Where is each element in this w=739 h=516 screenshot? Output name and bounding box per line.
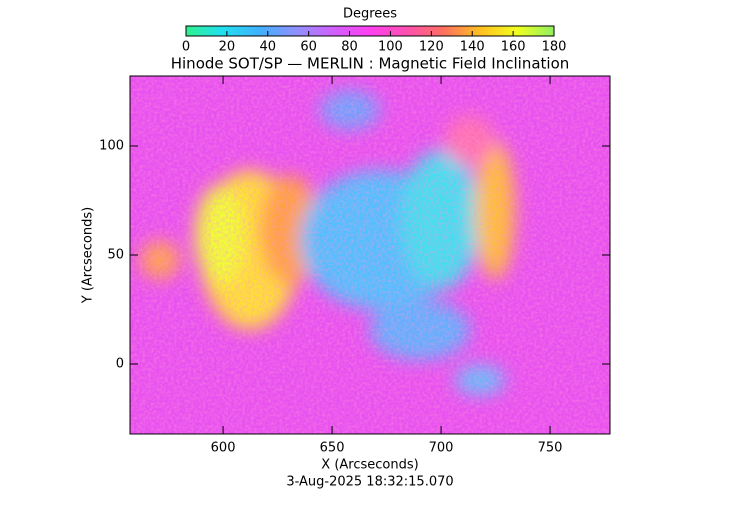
colorbar-tick-label: 0 [182,40,190,55]
y-axis-label: Y (Arcseconds) [81,207,96,304]
colorbar [185,25,555,37]
colorbar-label: Degrees [343,7,397,22]
y-tick-label: 0 [116,357,124,372]
heatmap-image [130,76,610,434]
chart-title: Hinode SOT/SP — MERLIN : Magnetic Field … [171,55,570,73]
timestamp: 3-Aug-2025 18:32:15.070 [286,475,453,490]
x-tick-label: 750 [538,441,563,456]
x-tick-label: 700 [429,441,454,456]
x-tick-label: 600 [211,441,236,456]
x-axis-label: X (Arcseconds) [321,458,418,473]
colorbar-tick-label: 80 [341,40,358,55]
colorbar-tick-label: 20 [219,40,236,55]
colorbar-tick-label: 120 [419,40,444,55]
colorbar-tick-label: 180 [542,40,567,55]
colorbar-tick-label: 60 [300,40,317,55]
x-tick-label: 650 [320,441,345,456]
y-tick-label: 100 [99,138,124,153]
y-tick-label: 50 [107,248,124,263]
colorbar-tick-label: 40 [260,40,277,55]
colorbar-tick-label: 140 [460,40,485,55]
colorbar-tick-label: 100 [378,40,403,55]
colorbar-tick-label: 160 [501,40,526,55]
